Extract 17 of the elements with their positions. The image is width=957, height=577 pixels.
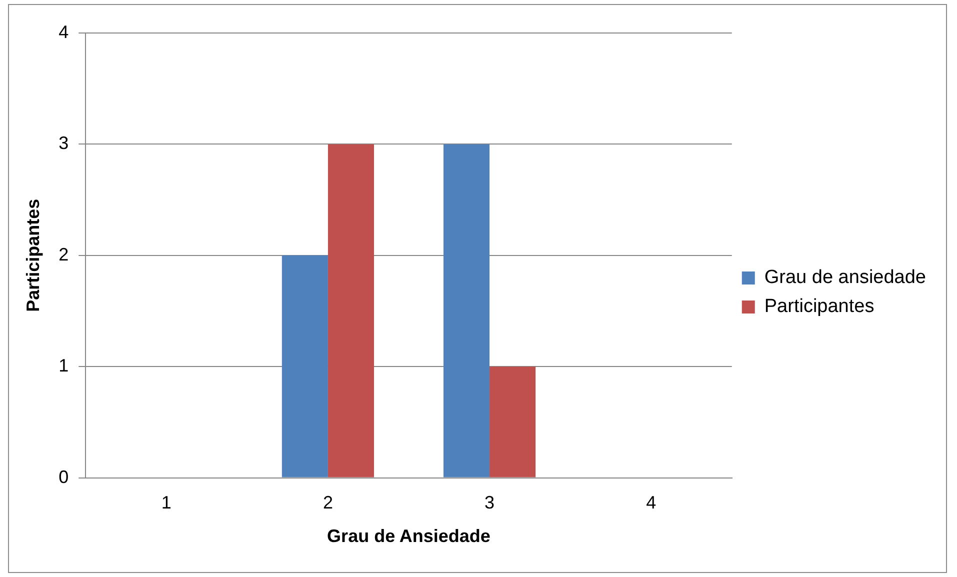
x-axis-title: Grau de Ansiedade	[327, 526, 490, 546]
y-tick-label: 1	[58, 356, 69, 376]
bar	[490, 366, 536, 478]
y-tick-label: 3	[58, 133, 69, 154]
x-tick-label: 3	[484, 492, 495, 513]
x-tick-label: 2	[322, 492, 333, 513]
legend-label: Participantes	[764, 296, 874, 318]
y-tick-label: 4	[58, 22, 69, 42]
y-axis-title: Participantes	[22, 198, 43, 312]
y-tick-label: 2	[58, 244, 69, 264]
bar	[328, 144, 374, 478]
x-tick-label: 4	[646, 492, 656, 513]
x-tick-label: 1	[161, 492, 172, 513]
bar	[282, 255, 328, 478]
y-tick-label: 0	[58, 466, 69, 487]
bar	[443, 144, 490, 478]
legend-label: Grau de ansiedade	[764, 267, 926, 288]
